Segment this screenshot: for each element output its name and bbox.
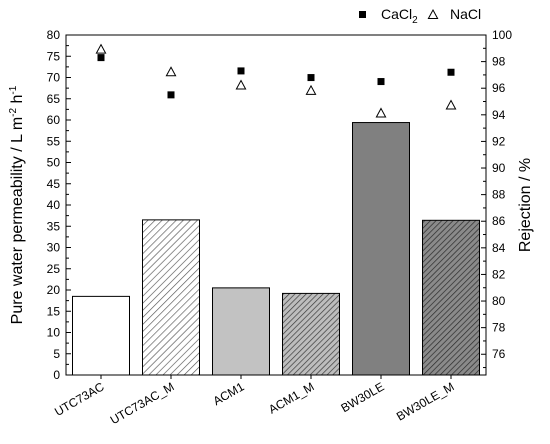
- y-left-tick-label: 65: [47, 92, 61, 106]
- y-right-tick-label: 76: [492, 347, 506, 361]
- x-tick-label: ACM1_M: [266, 379, 316, 416]
- point-CaCl-ACM1_M: [307, 74, 315, 82]
- x-tick-label: UTC73AC: [52, 379, 107, 419]
- point-NaCl-UTC73AC_M: [165, 66, 177, 77]
- bar-ACM1: [212, 287, 270, 376]
- y-right-tick-label: 88: [492, 188, 506, 202]
- y-right-tick-label: 100: [492, 28, 512, 42]
- bar-BW30LE_M: [422, 219, 480, 376]
- y-left-tick-label: 0: [53, 368, 60, 382]
- point-CaCl-UTC73AC: [97, 54, 105, 62]
- y-axis-left-label: Pure water permeability / L m-2 h-1: [8, 85, 26, 324]
- y-right-tick-label: 86: [492, 214, 506, 228]
- y-right-tick-label: 82: [492, 267, 506, 281]
- y-right-tick-label: 84: [492, 241, 506, 255]
- y-right-tick-label: 90: [492, 161, 506, 175]
- y-right-tick-label: 96: [492, 81, 506, 95]
- legend: CaCl2 NaCl: [359, 6, 481, 26]
- y-right-tick-label: 98: [492, 55, 506, 69]
- point-CaCl-ACM1: [237, 67, 245, 75]
- y-left-tick-label: 40: [47, 198, 61, 212]
- point-NaCl-ACM1: [235, 79, 247, 90]
- markers-group: [95, 43, 457, 118]
- y-left-tick-label: 15: [47, 304, 61, 318]
- x-tick-label: BW30LE: [338, 379, 386, 415]
- y-left-tick-label: 80: [47, 28, 61, 42]
- y-right-tick-label: 94: [492, 108, 506, 122]
- y-left-tick-label: 50: [47, 156, 61, 170]
- y-left-tick-label: 20: [47, 283, 61, 297]
- point-NaCl-UTC73AC: [95, 43, 107, 54]
- point-CaCl-BW30LE: [377, 78, 385, 86]
- point-NaCl-ACM1_M: [305, 84, 317, 95]
- y-right-tick-label: 80: [492, 294, 506, 308]
- point-NaCl-BW30LE_M: [445, 99, 457, 110]
- point-NaCl-BW30LE: [375, 107, 387, 118]
- x-tick-label: UTC73AC_M: [108, 379, 177, 427]
- point-CaCl-BW30LE_M: [447, 68, 455, 76]
- y-left-tick-label: 30: [47, 241, 61, 255]
- y-left-tick-label: 35: [47, 219, 61, 233]
- y-left-tick-label: 55: [47, 134, 61, 148]
- x-tick-label: ACM1: [211, 379, 247, 408]
- legend-marker-nacl: [427, 8, 439, 19]
- bar-UTC73AC_M: [142, 219, 200, 376]
- legend-marker-cacl2: [359, 11, 366, 18]
- y-left-tick-label: 45: [47, 177, 61, 191]
- y-axis-right-label: Rejection / %: [517, 158, 534, 252]
- y-left-tick-label: 25: [47, 262, 61, 276]
- y-right-tick-label: 78: [492, 321, 506, 335]
- y-right-tick-label: 92: [492, 134, 506, 148]
- y-left-tick-label: 70: [47, 71, 61, 85]
- legend-label-cacl2: CaCl2: [381, 6, 418, 26]
- bar-UTC73AC: [72, 295, 130, 376]
- y-left-tick-label: 10: [47, 326, 61, 340]
- point-CaCl-UTC73AC_M: [167, 91, 175, 99]
- bar-BW30LE: [352, 122, 410, 376]
- y-left-tick-label: 75: [47, 49, 61, 63]
- legend-label-nacl: NaCl: [450, 6, 481, 22]
- bars-group: [72, 122, 480, 376]
- bar-ACM1_M: [282, 292, 340, 376]
- y-left-tick-label: 60: [47, 113, 61, 127]
- x-tick-label: BW30LE_M: [394, 379, 456, 423]
- y-left-tick-label: 5: [53, 347, 60, 361]
